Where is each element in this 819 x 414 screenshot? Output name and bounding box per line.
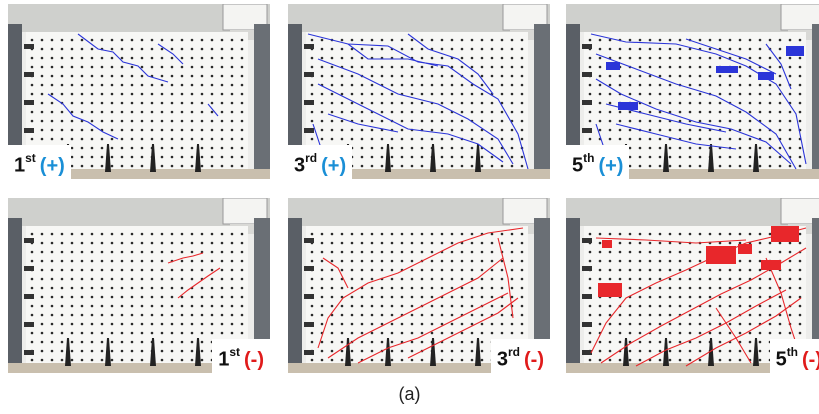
photo-panel-5th-negative: 5th(-) [566,198,819,373]
photo-panel-1st-negative: 1st (-) [8,198,270,373]
test-rig-photo [288,198,550,373]
panel-label: 1st (-) [212,339,270,373]
panel-label: 5th(-) [769,339,819,373]
crack-pattern [317,227,524,364]
test-rig-photo [8,198,270,373]
crack-pattern [590,226,807,367]
photo-panel-5th-positive: 5th (+) [566,4,819,179]
figure-caption: (a) [398,384,421,404]
test-rig-photo [8,4,270,179]
photo-panel-1st-positive: 1st (+) [8,4,270,179]
crack-pattern [307,33,529,170]
panel-label: 3rd (-) [490,339,550,373]
crack-pattern [47,33,219,140]
panel-label: 5th (+) [566,145,630,179]
photo-panel-3rd-negative: 3rd (-) [288,198,550,373]
panel-label: 3rd (+) [288,145,353,179]
crack-pattern [167,252,221,299]
photo-panel-3rd-positive: 3rd (+) [288,4,550,179]
crack-pattern [590,33,807,170]
panel-label: 1st (+) [8,145,71,179]
test-rig-photo [566,4,819,179]
